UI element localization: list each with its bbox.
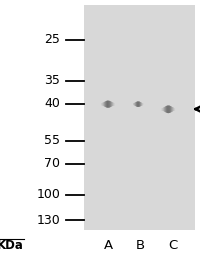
Text: 55: 55 [44,134,60,147]
Text: C: C [167,239,177,252]
Text: 25: 25 [44,33,60,46]
Text: 130: 130 [36,214,60,227]
Text: A: A [103,239,113,252]
Text: B: B [135,239,145,252]
Bar [84,5,194,230]
Text: 70: 70 [44,157,60,170]
Text: 40: 40 [44,97,60,110]
Text: 100: 100 [36,188,60,201]
Text: KDa: KDa [0,239,23,252]
Text: 35: 35 [44,74,60,87]
